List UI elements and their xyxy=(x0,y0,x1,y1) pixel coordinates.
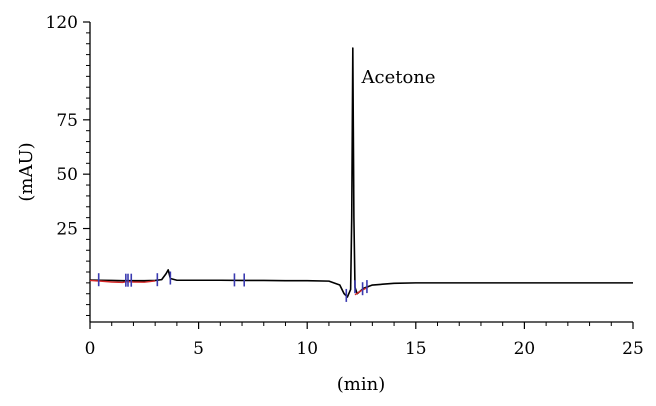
plot-area: 0 5 10 15 20 25 25 50 75 120 Acetone xyxy=(46,13,644,359)
x-tick-label: 0 xyxy=(85,339,96,359)
integration-marks xyxy=(97,271,368,302)
y-tick-label: 120 xyxy=(46,13,78,33)
x-tick-label: 10 xyxy=(296,339,318,359)
x-tick-label: 15 xyxy=(405,339,427,359)
x-axis-title: (min) xyxy=(337,374,385,395)
y-ticks: 25 50 75 120 xyxy=(46,13,90,240)
baseline-trace xyxy=(89,279,156,284)
peak-label-acetone: Acetone xyxy=(361,67,436,88)
y-axis-title: (mAU) xyxy=(16,142,37,201)
baseline-trace xyxy=(354,286,369,296)
y-tick-label: 25 xyxy=(56,220,78,240)
y-tick-label: 75 xyxy=(56,111,78,131)
y-minor-ticks xyxy=(86,32,90,316)
x-ticks: 0 5 10 15 20 25 xyxy=(85,322,644,359)
y-tick-label: 50 xyxy=(56,165,78,185)
x-tick-label: 5 xyxy=(193,339,204,359)
x-tick-label: 25 xyxy=(622,339,644,359)
x-minor-ticks xyxy=(111,322,612,326)
x-tick-label: 20 xyxy=(514,339,536,359)
